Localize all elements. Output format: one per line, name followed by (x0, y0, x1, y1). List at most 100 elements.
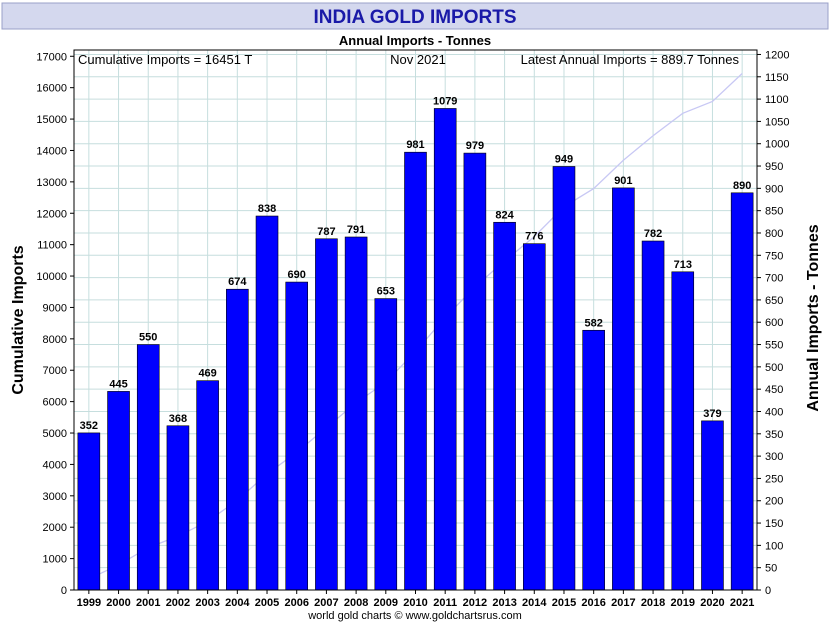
right-tick-label: 600 (765, 317, 783, 329)
annotation-cumulative: Cumulative Imports = 16451 T (78, 52, 252, 67)
annual-import-bar (404, 151, 427, 591)
right-tick-label: 1000 (765, 139, 789, 151)
annual-import-bar (136, 344, 160, 591)
bar-value-label: 379 (703, 408, 721, 420)
right-tick-label: 900 (765, 183, 783, 195)
annual-import-bar (285, 281, 309, 591)
bar-value-label: 981 (406, 139, 424, 151)
left-tick-label: 13000 (36, 177, 67, 189)
left-tick-label: 6000 (43, 397, 67, 409)
x-tick-label: 2002 (166, 597, 190, 609)
x-tick-label: 2007 (314, 597, 338, 609)
annual-import-bar (552, 166, 576, 591)
x-tick-label: 2008 (344, 597, 368, 609)
left-tick-label: 8000 (43, 334, 67, 346)
annual-import-bar (433, 108, 457, 591)
bar-value-label: 791 (347, 224, 365, 236)
annual-import-bar (612, 187, 635, 591)
plot-frame (73, 49, 758, 591)
annual-import-bar (255, 215, 279, 591)
x-tick-label: 2015 (552, 597, 576, 609)
x-tick-label: 2005 (255, 597, 279, 609)
right-tick-label: 700 (765, 273, 783, 285)
annual-import-bar (522, 243, 546, 591)
axis-layer: 0100020003000400050006000700080009000100… (36, 49, 789, 609)
right-tick-label: 450 (765, 384, 783, 396)
right-tick-label: 150 (765, 518, 783, 530)
right-tick-label: 800 (765, 228, 783, 240)
annual-import-bar (493, 221, 516, 591)
left-tick-label: 1000 (43, 554, 67, 566)
annual-import-bar (701, 420, 724, 591)
left-tick-label: 10000 (36, 271, 67, 283)
bar-value-label: 713 (674, 259, 692, 271)
x-tick-label: 2011 (433, 597, 457, 609)
x-tick-label: 2016 (581, 597, 605, 609)
right-tick-label: 650 (765, 295, 783, 307)
bar-value-label: 469 (198, 368, 216, 380)
bar-value-label: 674 (228, 276, 247, 288)
right-tick-label: 1050 (765, 116, 789, 128)
left-axis-label: Cumulative Imports (10, 245, 27, 394)
right-tick-label: 200 (765, 496, 783, 508)
annual-import-bar (77, 432, 101, 591)
right-tick-label: 750 (765, 250, 783, 262)
left-tick-label: 7000 (43, 365, 67, 377)
bar-value-label: 368 (169, 413, 187, 425)
chart-title: INDIA GOLD IMPORTS (313, 7, 516, 28)
annotation-latest: Latest Annual Imports = 889.7 Tonnes (521, 52, 740, 67)
annual-import-bar (374, 298, 398, 591)
x-tick-label: 2003 (195, 597, 219, 609)
annual-import-bar (344, 236, 368, 591)
bar-value-label: 890 (733, 180, 751, 192)
bar-value-label: 782 (644, 228, 662, 240)
bar-value-label: 949 (555, 153, 573, 165)
right-tick-label: 50 (765, 563, 777, 575)
x-tick-label: 2000 (106, 597, 130, 609)
left-tick-label: 12000 (36, 208, 67, 220)
right-tick-label: 850 (765, 206, 783, 218)
x-tick-label: 2010 (403, 597, 427, 609)
annual-import-bar (107, 391, 130, 591)
annual-import-bar (226, 288, 249, 591)
x-tick-label: 2017 (611, 597, 635, 609)
annotation-date: Nov 2021 (390, 52, 446, 67)
x-tick-label: 1999 (77, 597, 101, 609)
bar-value-label: 550 (139, 332, 157, 344)
x-tick-label: 2006 (284, 597, 308, 609)
x-tick-label: 2012 (463, 597, 487, 609)
left-tick-label: 14000 (36, 145, 67, 157)
right-tick-label: 100 (765, 540, 783, 552)
chart-subtitle: Annual Imports - Tonnes (339, 33, 491, 48)
bar-value-label: 352 (80, 420, 98, 432)
x-tick-label: 2009 (374, 597, 398, 609)
bar-value-label: 445 (109, 378, 127, 390)
bar-value-label: 1079 (433, 95, 457, 107)
right-tick-label: 500 (765, 362, 783, 374)
x-tick-label: 2013 (492, 597, 516, 609)
left-tick-label: 11000 (37, 240, 67, 252)
annual-import-bar (582, 329, 605, 591)
x-tick-label: 2020 (700, 597, 724, 609)
x-tick-label: 2021 (730, 597, 754, 609)
left-tick-label: 9000 (43, 302, 67, 314)
left-tick-label: 16000 (36, 83, 67, 95)
right-tick-label: 400 (765, 406, 783, 418)
title-band (1, 2, 829, 30)
x-tick-label: 2004 (225, 597, 250, 609)
annual-import-bar (315, 238, 338, 591)
left-tick-label: 15000 (36, 114, 67, 126)
left-tick-label: 3000 (43, 491, 67, 503)
bar-value-label: 824 (495, 209, 514, 221)
annual-import-bar (730, 192, 754, 591)
x-tick-label: 2014 (522, 597, 547, 609)
annual-import-bar (166, 425, 190, 591)
annual-import-bar (196, 380, 219, 591)
left-tick-label: 2000 (43, 522, 67, 534)
bar-value-label: 787 (317, 226, 335, 238)
right-tick-label: 300 (765, 451, 783, 463)
right-tick-label: 1100 (765, 94, 789, 106)
annual-import-bar (671, 271, 695, 591)
